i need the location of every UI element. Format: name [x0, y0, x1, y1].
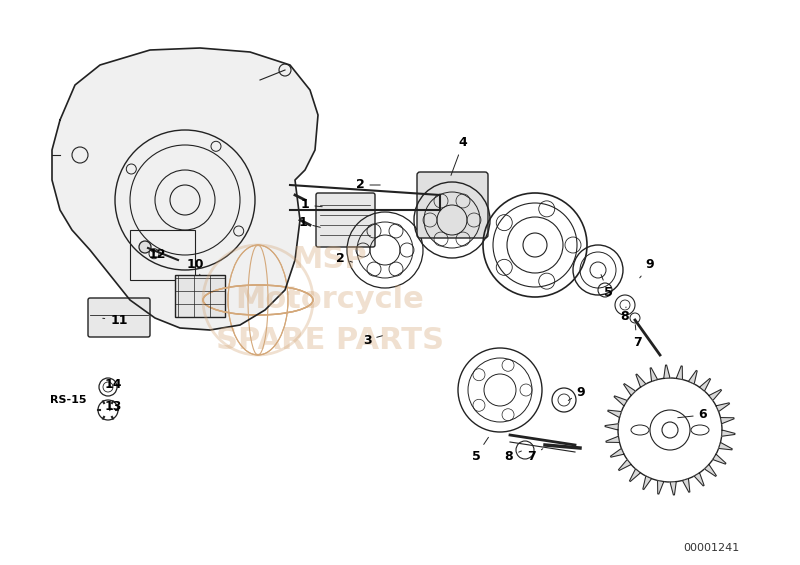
- Text: 7: 7: [528, 449, 542, 463]
- Text: 8: 8: [621, 307, 630, 324]
- Polygon shape: [52, 48, 318, 330]
- Polygon shape: [658, 480, 664, 494]
- FancyBboxPatch shape: [316, 193, 375, 247]
- Polygon shape: [618, 459, 631, 471]
- Polygon shape: [624, 384, 635, 396]
- Polygon shape: [699, 379, 710, 391]
- Bar: [175, 275, 225, 317]
- Text: 2: 2: [336, 251, 352, 264]
- Polygon shape: [722, 430, 735, 436]
- Polygon shape: [676, 366, 682, 380]
- Polygon shape: [605, 424, 618, 430]
- Polygon shape: [608, 410, 622, 418]
- Polygon shape: [606, 436, 619, 442]
- FancyBboxPatch shape: [88, 298, 150, 337]
- Polygon shape: [689, 371, 697, 384]
- Polygon shape: [709, 389, 722, 401]
- Text: 5: 5: [601, 275, 612, 298]
- Polygon shape: [630, 469, 641, 481]
- Text: 12: 12: [148, 247, 166, 260]
- FancyBboxPatch shape: [417, 172, 488, 238]
- Polygon shape: [682, 479, 690, 492]
- Polygon shape: [716, 403, 730, 411]
- Text: 1: 1: [301, 198, 322, 211]
- Polygon shape: [650, 368, 658, 381]
- Polygon shape: [713, 454, 726, 464]
- Text: 8: 8: [505, 450, 522, 463]
- Text: 6: 6: [678, 408, 707, 421]
- Text: 7: 7: [633, 325, 642, 349]
- Polygon shape: [664, 365, 670, 379]
- Text: 5: 5: [472, 437, 489, 463]
- Polygon shape: [614, 396, 627, 406]
- Text: 2: 2: [356, 179, 380, 192]
- Circle shape: [139, 241, 151, 253]
- Text: 10: 10: [186, 259, 204, 275]
- Text: MSP
Motorcycle
SPARE PARTS: MSP Motorcycle SPARE PARTS: [216, 245, 444, 355]
- Polygon shape: [610, 449, 624, 457]
- Text: 00001241: 00001241: [684, 543, 740, 553]
- Text: 11: 11: [102, 314, 128, 327]
- Polygon shape: [643, 476, 651, 489]
- Text: 3: 3: [362, 333, 382, 346]
- Text: 13: 13: [104, 399, 122, 412]
- Text: 14: 14: [104, 379, 122, 392]
- Polygon shape: [718, 442, 732, 450]
- Polygon shape: [705, 464, 716, 476]
- Text: 9: 9: [568, 385, 586, 401]
- Polygon shape: [670, 481, 676, 495]
- Polygon shape: [636, 374, 646, 387]
- Text: 9: 9: [640, 259, 654, 278]
- Bar: [130, 230, 195, 280]
- Text: RS-15: RS-15: [50, 395, 86, 405]
- Polygon shape: [694, 473, 704, 486]
- Text: 1: 1: [298, 216, 320, 229]
- Text: 4: 4: [451, 137, 467, 175]
- Polygon shape: [721, 418, 734, 424]
